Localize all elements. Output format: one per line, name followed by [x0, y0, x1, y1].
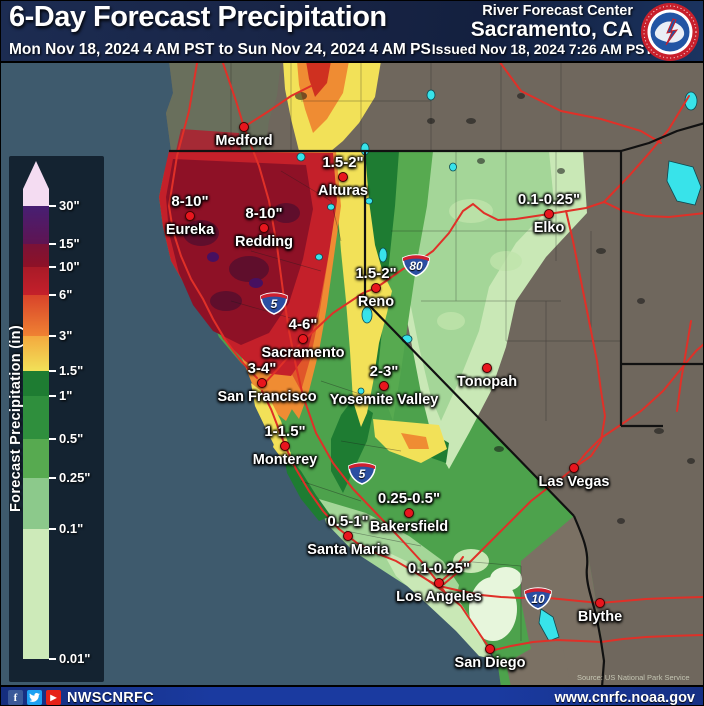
page-title: 6-Day Forecast Precipitation — [9, 1, 387, 33]
legend-label: 30" — [59, 198, 80, 214]
legend-label: 15" — [59, 236, 80, 252]
footer-url: www.cnrfc.noaa.gov — [554, 690, 695, 706]
youtube-icon[interactable]: ▶ — [46, 690, 61, 705]
issued-time: Issued Nov 18, 2024 7:26 AM PST — [431, 41, 654, 57]
legend-label: 0.5" — [59, 431, 84, 447]
legend-label: 10" — [59, 259, 80, 275]
social-icons: f ▶ — [8, 690, 61, 705]
legend-colorbar-arrow — [23, 161, 49, 189]
legend-label: 1" — [59, 388, 73, 404]
org-name: River Forecast Center — [482, 3, 633, 19]
precip-legend: Forecast Precipitation (in) 30" 15" 10" … — [8, 156, 104, 682]
header: 6-Day Forecast Precipitation Mon Nov 18,… — [1, 1, 703, 63]
nws-logo-icon — [641, 3, 699, 61]
header-dates: Mon Nov 18, 2024 4 AM PST to Sun Nov 24,… — [9, 41, 653, 59]
org-location: Sacramento, CA — [470, 18, 633, 41]
terrain-speckles — [295, 92, 695, 524]
map-attribution: Source: US National Park Service — [577, 673, 690, 682]
legend-label: 0.1" — [59, 521, 84, 537]
state-borders — [169, 122, 703, 688]
legend-label: 6" — [59, 287, 73, 303]
twitter-icon[interactable] — [27, 690, 42, 705]
social-handle: NWSCNRFC — [67, 690, 154, 706]
org-block: River Forecast Center Sacramento, CA — [471, 3, 633, 41]
legend-label: 3" — [59, 328, 73, 344]
lakes — [296, 89, 702, 642]
facebook-icon[interactable]: f — [8, 690, 23, 705]
legend-label: 0.25" — [59, 470, 91, 486]
valid-period: Mon Nov 18, 2024 4 AM PST to Sun Nov 24,… — [9, 41, 431, 58]
legend-label: 1.5" — [59, 363, 84, 379]
footer: f ▶ NWSCNRFC www.cnrfc.noaa.gov — [1, 685, 703, 706]
legend-label: 0.01" — [59, 651, 91, 667]
